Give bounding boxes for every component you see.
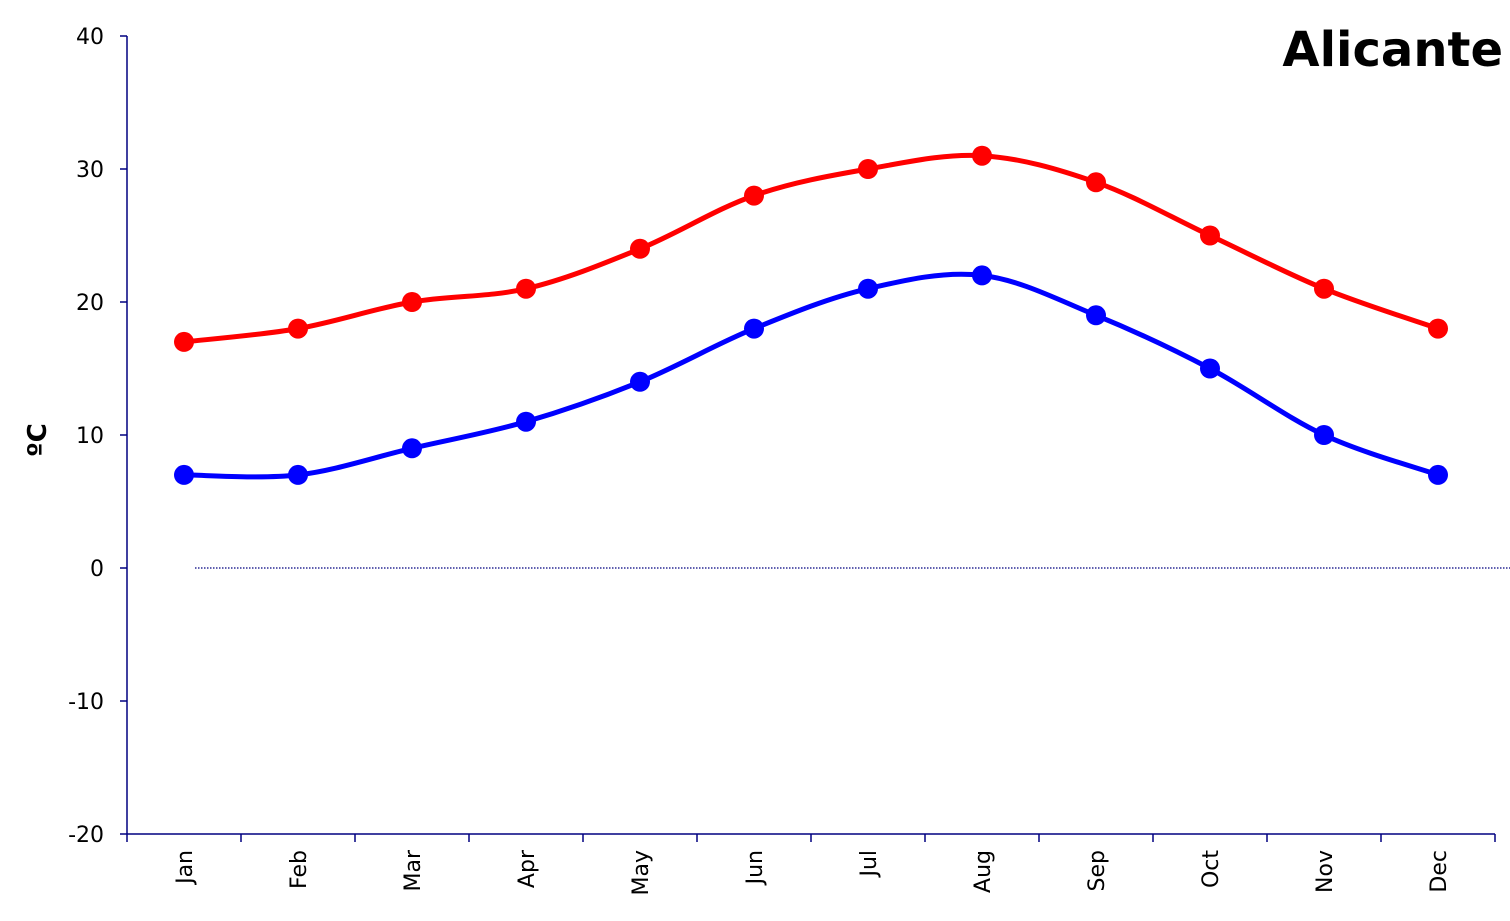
y-tick-label: 0 [90, 557, 104, 582]
x-tick-label: Oct [1199, 850, 1224, 888]
series-2 [174, 265, 1448, 485]
data-point [402, 292, 422, 312]
x-tick-label: Jul [857, 850, 882, 879]
chart-title: Alicante [1282, 22, 1503, 78]
data-point [1200, 358, 1220, 379]
data-point [516, 411, 536, 432]
x-tick-label: Nov [1313, 850, 1338, 893]
data-point [1428, 464, 1448, 485]
x-tick-label: Jun [743, 850, 768, 886]
x-tick-label: Aug [971, 850, 996, 893]
y-axis-title: ºC [23, 423, 53, 457]
data-point [972, 265, 992, 286]
series-1 [174, 145, 1448, 352]
data-point [972, 145, 992, 166]
x-tick-label: Jan [173, 850, 198, 886]
data-point [288, 464, 308, 485]
data-point [1200, 225, 1220, 246]
x-tick-label: Sep [1085, 850, 1110, 891]
series-layer [174, 145, 1448, 485]
data-point [1314, 425, 1334, 445]
axes: -20 -10 0 10 20 30 40 Jan Feb Mar Apr May Jun Jul Aug S… [68, 25, 1496, 895]
series-line [181, 152, 1441, 345]
data-point [744, 185, 764, 206]
data-point [174, 464, 194, 485]
y-tick-label: 40 [76, 25, 104, 50]
data-point [402, 438, 422, 459]
data-point [288, 318, 308, 339]
y-tick-label: -20 [68, 823, 104, 848]
y-tick-label: 30 [76, 158, 104, 183]
data-point [630, 371, 650, 392]
x-tick-label: Dec [1427, 850, 1452, 893]
x-tick-label: Mar [401, 849, 426, 891]
x-tick-label: Apr [515, 849, 540, 888]
y-tick-label: 10 [76, 424, 104, 449]
y-tick-label: -10 [68, 690, 104, 715]
data-point [1086, 172, 1106, 193]
data-point [1086, 305, 1106, 326]
data-point [744, 318, 764, 339]
data-point [1428, 318, 1448, 339]
data-point [516, 278, 536, 299]
data-point [858, 159, 878, 179]
data-point [858, 278, 878, 299]
y-tick-label: 20 [76, 291, 104, 316]
x-tick-label: Feb [287, 850, 312, 889]
data-point [1314, 278, 1334, 299]
x-tick-label: May [629, 850, 654, 895]
series-line [181, 271, 1441, 480]
data-point [174, 331, 194, 352]
data-point [630, 238, 650, 259]
